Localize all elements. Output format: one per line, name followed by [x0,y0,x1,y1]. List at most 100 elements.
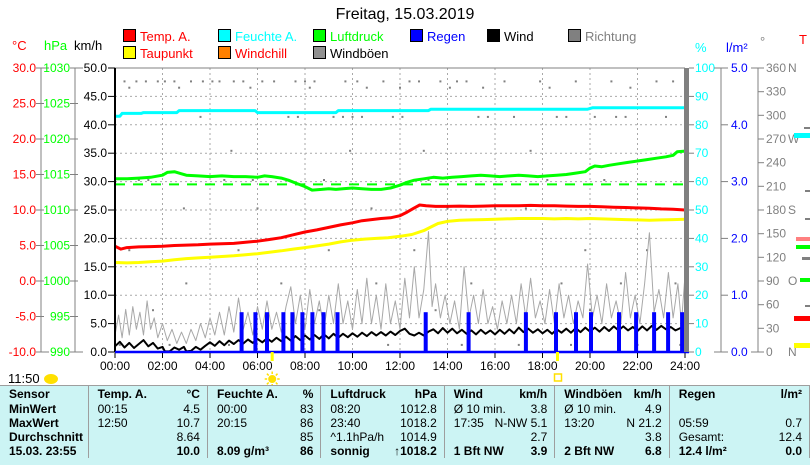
humidity-axis-tick: 0 [695,345,702,359]
column-unit: km/h [519,387,548,401]
pressure-axis-tick: 1020 [43,132,70,146]
legend-label: Luftdruck [330,29,384,44]
legend-label: Regen [427,29,466,44]
plot-area[interactable] [115,68,685,352]
temp-axis: 30.0 25.0 20.0 15.0 10.0 5.0 0.0 -5.0 -10.0 [9,61,49,359]
pressure-axis-tick: 990 [50,345,70,359]
pressure-axis-tick: 1005 [43,239,70,253]
wind-axis-tick: 0.0 [90,345,107,359]
table-cell: 17:35 N-NW 5.1 [445,416,556,430]
column-header: Regen [678,387,716,401]
direction-axis-unit: ° [760,34,765,49]
wind-axis-tick: 10.0 [84,288,108,302]
temp-axis-tick: 20.0 [13,132,37,146]
direction-axis-letter: N [788,61,797,75]
x-axis-tick: 08:00 [290,359,320,373]
row-label: 15.03. 23:55 [9,444,77,458]
legend-swatch-icon [123,46,136,59]
cell-time: 13:20 [564,416,595,430]
temp-axis-unit: °C [12,38,27,53]
cell-time: ^1.1hPa/h [330,430,385,444]
column-unit: l/m² [780,387,802,401]
wind-axis-tick: 20.0 [84,231,108,245]
humidity-axis-tick: 90 [695,89,709,103]
temp-axis-tick: -5.0 [15,310,36,324]
wind-axis-tick: 45.0 [84,89,108,103]
direction-axis-tick: 240 [766,156,786,170]
table-cell: 13:20 N 21.2 [555,416,670,430]
table-cell: Luftdruck hPa [321,386,445,402]
column-header: Wind [453,387,484,401]
table-cell: 12.4 l/m² 0.0 [670,444,810,458]
cell-time: 00:15 [97,402,128,416]
cell-time: 12.4 l/m² [678,444,727,458]
column-header: Feuchte A. [216,387,278,401]
cell-time: sonnig [330,444,370,458]
x-axis-tick: 02:00 [147,359,177,373]
cell-value [56,402,87,416]
legend-swatch-icon [218,29,231,42]
cell-time: Ø 10 min. [564,402,617,416]
direction-axis-tick: 90 [766,274,780,288]
table-cell: 2.7 [445,430,556,444]
x-axis-tick: 06:00 [242,359,272,373]
table-cell: Ø 10 min. 3.8 [445,402,556,416]
table-cell: Gesamt: 12.4 [670,430,810,444]
right-edge-clipped-panel [794,127,810,348]
temp-axis-tick: 5.0 [19,239,36,253]
column-unit: km/h [633,387,662,401]
rain-bars [239,312,685,352]
pressure-axis-tick: 995 [50,310,70,324]
dewpoint-series [114,217,686,265]
cell-value: 10.7 [176,416,200,430]
table-cell: 23:40 1018.2 [321,416,445,430]
table-cell: 12:50 10.7 [89,416,208,430]
pressure-series [115,149,686,192]
x-axis-tick: 12:00 [385,359,415,373]
pressure-axis-tick: 1010 [43,203,70,217]
pressure-axis: 1030 1025 1020 1015 1010 1005 1000 995 990 [43,61,83,359]
pressure-axis-tick: 1025 [43,97,70,111]
table-row: Sensor Temp. A. °C Feuchte A.% Luftdruck hPa W… [0,386,810,402]
humidity-axis-unit: % [695,40,707,55]
cell-time: 23:40 [330,416,361,430]
direction-axis-letter: N [788,345,797,359]
direction-axis-tick: 300 [766,108,786,122]
wind-axis-tick: 35.0 [84,146,108,160]
temp-axis-tick: 10.0 [13,203,37,217]
cell-value [59,416,88,430]
wind-direction-dots [118,80,682,346]
table-row: Durchschnitt 8.64 85 ^1.1hPa/h 1014.9 2.7 3.8 G… [0,430,810,444]
cell-value: 3.8 [645,430,662,444]
row-label: Durchschnitt [9,430,84,444]
cell-time: 08:20 [330,402,361,416]
cell-time [208,430,217,444]
column-header: Sensor [9,387,50,401]
legend-item-windchill: Windchill [218,46,288,61]
legend-item-regen: Regen [410,29,466,44]
table-cell: 2 Bft NW 6.8 [555,444,670,458]
legend-label: Windchill [235,46,288,61]
cell-time [89,444,98,458]
sunset-icon [553,373,563,382]
x-axis-tick: 04:00 [195,359,225,373]
temp-axis-tick: 30.0 [13,61,37,75]
wind-axis-tick: 50.0 [84,61,108,75]
humidity-series [115,106,685,118]
cell-value: 6.8 [645,444,662,458]
table-cell: Durchschnitt [0,430,89,444]
moonrise-time-label: 11:50 [8,371,40,386]
table-cell: Temp. A. °C [89,386,208,402]
rain-axis-tick: 0.0 [731,345,748,359]
table-cell: MaxWert [0,416,89,430]
table-cell: 05:59 0.7 [670,416,810,430]
direction-axis-tick: 120 [766,250,786,264]
wind-axis: 50.0 45.0 40.0 35.0 30.0 25.0 20.0 15.0 10.0 5.0 0… [84,61,115,359]
humidity-axis-tick: 30 [695,260,709,274]
direction-axis-tick: 330 [766,85,786,99]
x-axis-tick: 16:00 [480,359,510,373]
wind-axis-tick: 5.0 [90,317,107,331]
direction-axis-tick: 60 [766,298,780,312]
cell-value [76,444,87,458]
